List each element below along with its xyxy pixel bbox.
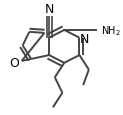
Text: N: N bbox=[44, 3, 54, 16]
Text: NH$_2$: NH$_2$ bbox=[101, 24, 121, 37]
Text: O: O bbox=[9, 57, 19, 70]
Text: N: N bbox=[79, 32, 89, 45]
